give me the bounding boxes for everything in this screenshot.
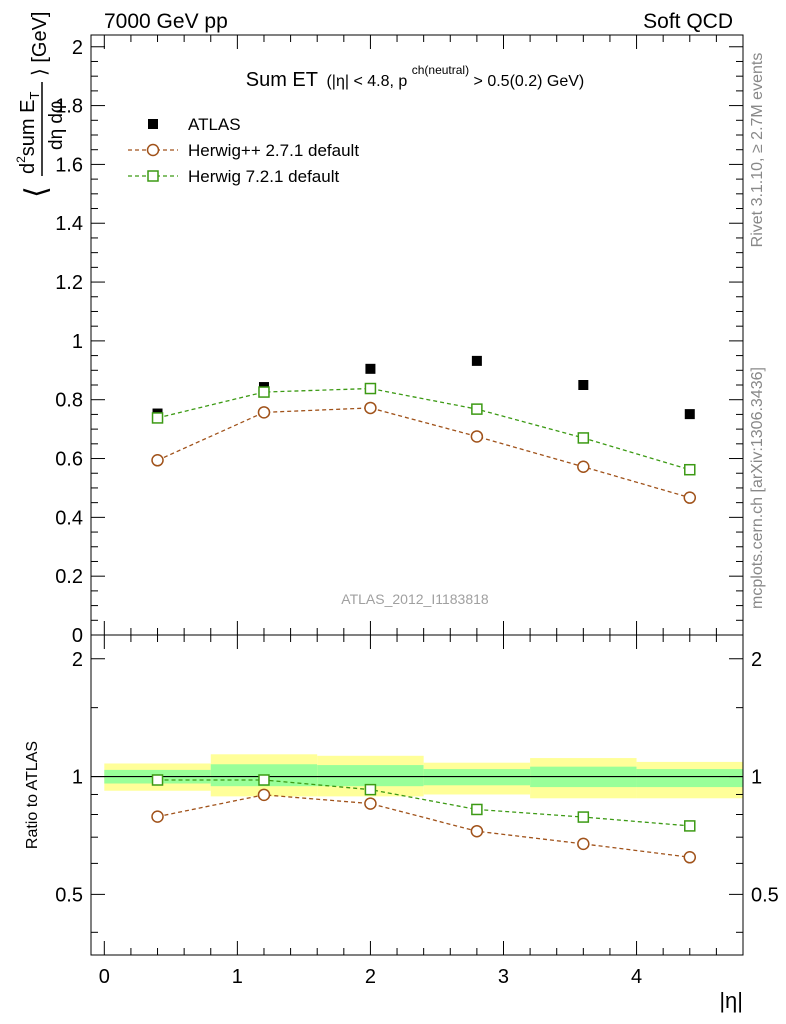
x-tick-label-2: 2 (365, 966, 376, 988)
ratio-point-s0-5 (683, 851, 697, 864)
title-cut-sup: ch(neutral) (412, 63, 469, 77)
legend-label-0: ATLAS (188, 115, 241, 134)
ratio-axis-ticks: 0.5 0.5 1 1 2 2 0 1 2 3 4 (55, 635, 779, 988)
ratio-series-line-1 (157, 779, 690, 827)
ratio-y-axis-label: Ratio to ATLAS (24, 741, 41, 849)
x-tick-label-0: 0 (99, 966, 110, 988)
title-main: Sum ET (246, 69, 318, 91)
main-ytick-label-8: 1.6 (55, 154, 83, 176)
main-ytick-label-4: 0.8 (55, 390, 83, 412)
ratio-ytick-label-left-0: 0.5 (55, 884, 83, 906)
ylabel-left-bracket: ⟨ (20, 186, 53, 198)
legend-marker-0 (148, 119, 158, 129)
ratio-band-inner-2 (317, 765, 424, 787)
main-axis-ticks: 0 0.2 0.4 0.6 0.8 1 1.2 1.4 1.6 1.8 2 (55, 35, 743, 647)
ylabel-num-sub: T (27, 92, 42, 100)
ratio-ytick-label-right-2: 2 (751, 649, 762, 671)
ratio-band-inner-3 (423, 769, 531, 786)
main-point-s2-1 (258, 386, 270, 398)
ratio-ytick-label-left-1: 1 (72, 767, 83, 789)
main-point-s2-2 (364, 382, 377, 395)
main-y-axis-label: ⟨ d2sum ET dη dφ ⟩ [GeV] (14, 12, 67, 198)
ylabel-right-part: ⟩ [GeV] (29, 12, 51, 77)
main-point-s2-0 (151, 412, 164, 424)
ratio-point-s1-3 (471, 803, 483, 816)
main-point-s2-3 (471, 403, 483, 415)
main-plot-marks (151, 355, 697, 504)
main-point-s1-3 (470, 430, 484, 443)
x-tick-label-1: 1 (232, 966, 243, 988)
header-right-label: Soft QCD (643, 10, 733, 33)
ratio-ytick-label-right-1: 1 (751, 767, 762, 789)
main-point-s1-1 (257, 406, 271, 419)
x-axis-label: |η| (719, 988, 743, 1013)
main-point-s0-3 (471, 355, 482, 366)
ratio-point-s1-2 (364, 783, 377, 796)
chart-title: Sum ET (|η| < 4.8, p ch(neutral) > 0.5(0… (246, 61, 585, 91)
ylabel-num-d: d (17, 163, 39, 174)
rivet-version-text: Rivet 3.1.10, ≥ 2.7M events (749, 53, 766, 248)
title-cut-2: > 0.5(0.2) GeV) (474, 73, 585, 90)
x-tick-label-3: 3 (498, 966, 509, 988)
legend-label-2: Herwig 7.2.1 default (188, 167, 339, 186)
main-series-line-1 (157, 407, 690, 499)
legend-marker-1 (146, 143, 160, 157)
ratio-point-s1-5 (684, 820, 696, 832)
main-point-s1-2 (364, 401, 377, 415)
ratio-panel: 0.5 0.5 1 1 2 2 0 1 2 3 4 Ratio to ATLAS |η| (24, 634, 779, 1013)
main-ytick-label-7: 1.4 (55, 213, 83, 235)
main-point-s0-4 (578, 380, 589, 390)
ratio-panel-frame (90, 634, 744, 956)
ratio-point-s0-0 (151, 810, 164, 823)
ratio-point-s1-4 (577, 811, 590, 823)
main-ytick-label-3: 0.6 (55, 449, 83, 471)
ratio-point-s1-0 (151, 774, 164, 786)
main-point-s2-4 (577, 432, 590, 444)
x-tick-label-4: 4 (631, 966, 642, 988)
main-panel: ATLAS_2012_I1183818 0 0.2 0.4 0.6 0.8 1 1.2 1.4… (14, 12, 744, 647)
ratio-plot-marks (151, 774, 697, 864)
ratio-point-s0-3 (470, 824, 484, 838)
main-ytick-label-10: 2 (72, 37, 83, 59)
main-point-s1-4 (577, 460, 590, 474)
main-ytick-label-5: 1 (72, 331, 83, 353)
ratio-ytick-label-left-2: 2 (72, 649, 83, 671)
main-ytick-label-2: 0.4 (55, 507, 83, 529)
main-point-s1-5 (683, 491, 697, 504)
main-ytick-label-9: 1.8 (55, 96, 83, 118)
title-cut-1: (|η| < 4.8, p (326, 73, 407, 90)
main-point-s0-2 (365, 363, 376, 374)
legend-label-1: Herwig++ 2.7.1 default (188, 141, 359, 160)
ratio-point-s0-4 (577, 837, 590, 851)
ratio-ytick-label-right-0: 0.5 (751, 884, 779, 906)
main-ytick-label-6: 1.2 (55, 272, 83, 294)
ratio-band-inner-5 (636, 769, 743, 788)
ratio-point-s0-2 (364, 797, 377, 810)
header-left-label: 7000 GeV pp (104, 10, 228, 33)
ratio-point-s0-1 (257, 788, 271, 802)
ratio-point-s1-1 (258, 774, 270, 786)
main-point-s0-5 (684, 409, 695, 420)
ratio-series-line-0 (157, 794, 690, 858)
ylabel-num-exp: 2 (14, 156, 28, 163)
legend: ATLAS Herwig++ 2.7.1 default Herwig 7.2.1 … (128, 115, 359, 186)
main-series-line-2 (157, 387, 690, 471)
ylabel-denominator: dη dφ (46, 101, 67, 150)
ylabel-num-sum: sum E (17, 100, 39, 157)
main-point-s1-0 (151, 454, 164, 467)
main-ytick-label-1: 0.2 (55, 566, 83, 588)
ratio-uncertainty-bands (91, 754, 743, 799)
mcplots-credit-text: mcplots.cern.ch [arXiv:1306.3436] (749, 367, 766, 609)
legend-marker-2 (147, 170, 159, 182)
main-point-s2-5 (684, 463, 696, 476)
main-ytick-label-0: 0 (72, 625, 83, 647)
ylabel-numerator: d2sum ET (14, 92, 42, 175)
analysis-watermark: ATLAS_2012_I1183818 (341, 591, 489, 607)
